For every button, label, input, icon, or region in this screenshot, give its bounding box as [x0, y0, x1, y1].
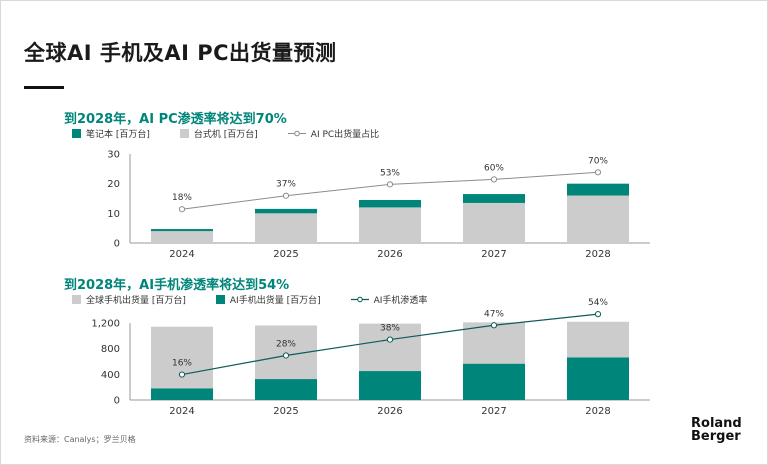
- phone-share-point: [282, 352, 290, 359]
- phone-chart-legend: 全球手机出货量 [百万台] AI手机出货量 [百万台] AI手机渗透率: [72, 293, 457, 306]
- phone-bar-global-phone: [567, 321, 629, 358]
- legend-item-desktop: 台式机 [百万台]: [179, 127, 258, 140]
- pc-x-tick-label: 2024: [169, 249, 194, 260]
- roland-berger-logo: Roland Berger: [691, 417, 742, 443]
- legend-label: AI PC出货量占比: [310, 130, 380, 140]
- phone-bar-ai-phone: [567, 357, 629, 400]
- pc-share-label: 53%: [380, 168, 400, 178]
- pc-share-point: [178, 206, 186, 213]
- notebook-swatch: [72, 129, 81, 138]
- pc-share-point: [282, 192, 290, 199]
- legend-item-global-phone: 全球手机出货量 [百万台]: [72, 293, 186, 306]
- slide-title: 全球AI 手机及AI PC出货量预测: [24, 41, 337, 65]
- phone-share-point: [490, 322, 498, 329]
- phone-x-tick-label: 2027: [481, 406, 506, 417]
- pc-share-point: [490, 176, 498, 183]
- pc-share-point: [386, 181, 394, 188]
- pc-y-tick-label: 0: [114, 239, 120, 250]
- pc-chart-title: 到2028年，AI PC渗透率将达到70%: [64, 112, 287, 127]
- pc-share-label: 70%: [588, 156, 608, 166]
- phone-share-label: 16%: [172, 359, 192, 369]
- phone-x-tick-label: 2028: [585, 406, 610, 417]
- phone-bar-global-phone: [359, 323, 421, 372]
- pc-bar-desktop: [359, 207, 421, 243]
- phone-x-tick-label: 2026: [377, 406, 402, 417]
- phone-share-point: [594, 311, 602, 318]
- desktop-swatch: [179, 129, 189, 138]
- logo-line-1: Roland: [691, 416, 742, 431]
- pc-chart-legend: 笔记本 [百万台] 台式机 [百万台] AI PC出货量占比: [72, 127, 409, 140]
- pc-y-tick-label: 20: [107, 179, 120, 190]
- legend-item-notebook: 笔记本 [百万台]: [72, 127, 150, 140]
- phone-y-tick-label: 0: [114, 396, 120, 407]
- pc-x-tick-label: 2025: [273, 249, 298, 260]
- pc-share-label: 37%: [276, 180, 296, 190]
- phone-bar-ai-phone: [463, 363, 525, 400]
- pc-bar-desktop: [463, 202, 525, 243]
- legend-label: 台式机 [百万台]: [193, 130, 258, 140]
- phone-bar-ai-phone: [359, 371, 421, 400]
- legend-label: 全球手机出货量 [百万台]: [86, 296, 186, 306]
- phone-x-tick-label: 2025: [273, 406, 298, 417]
- pc-bar-desktop: [151, 231, 213, 243]
- legend-item-ai-pc-share: AI PC出货量占比: [287, 127, 380, 140]
- phone-x-tick-label: 2024: [169, 406, 194, 417]
- legend-label: AI手机渗透率: [373, 296, 428, 306]
- pc-bar-notebook: [567, 183, 629, 196]
- phone-bar-global-phone: [463, 322, 525, 364]
- pc-y-tick-label: 30: [107, 150, 120, 161]
- global-phone-swatch: [72, 295, 81, 304]
- phone-chart-title: 到2028年，AI手机渗透率将达到54%: [64, 278, 290, 293]
- pc-y-tick-label: 10: [107, 209, 120, 220]
- title-underline: [24, 86, 64, 89]
- phone-bar-global-phone: [151, 326, 213, 389]
- pc-bar-notebook: [463, 194, 525, 203]
- phone-bar-ai-phone: [255, 379, 317, 400]
- legend-label: 笔记本 [百万台]: [86, 130, 150, 140]
- ai-phone-penetration-line-swatch: [350, 296, 369, 303]
- pc-x-tick-label: 2026: [377, 249, 402, 260]
- pc-x-tick-label: 2027: [481, 249, 506, 260]
- phone-y-tick-label: 400: [101, 370, 120, 381]
- pc-bar-notebook: [359, 199, 421, 208]
- ai-pc-share-line-swatch: [287, 130, 306, 137]
- legend-label: AI手机出货量 [百万台]: [229, 296, 321, 306]
- legend-item-ai-phone-penetration: AI手机渗透率: [350, 293, 428, 306]
- pc-bar-notebook: [255, 208, 317, 214]
- phone-share-point: [178, 371, 186, 378]
- ai-phone-swatch: [215, 295, 225, 304]
- phone-share-point: [386, 336, 394, 343]
- phone-y-tick-label: 800: [101, 344, 120, 355]
- source-note: 资料来源：Canalys；罗兰贝格: [24, 435, 136, 444]
- pc-bar-desktop: [567, 195, 629, 243]
- pc-share-label: 60%: [484, 163, 504, 173]
- legend-item-ai-phone: AI手机出货量 [百万台]: [215, 293, 321, 306]
- phone-share-label: 54%: [588, 298, 608, 308]
- phone-share-label: 38%: [380, 324, 400, 334]
- pc-share-label: 18%: [172, 193, 192, 203]
- phone-bar-ai-phone: [151, 388, 213, 400]
- phone-y-tick-label: 1,200: [91, 319, 120, 330]
- logo-line-2: Berger: [691, 429, 741, 444]
- pc-x-tick-label: 2028: [585, 249, 610, 260]
- pc-bar-notebook: [151, 229, 213, 232]
- pc-share-point: [594, 169, 602, 176]
- pc-bar-desktop: [255, 213, 317, 243]
- phone-share-label: 47%: [484, 309, 504, 319]
- phone-share-label: 28%: [276, 339, 296, 349]
